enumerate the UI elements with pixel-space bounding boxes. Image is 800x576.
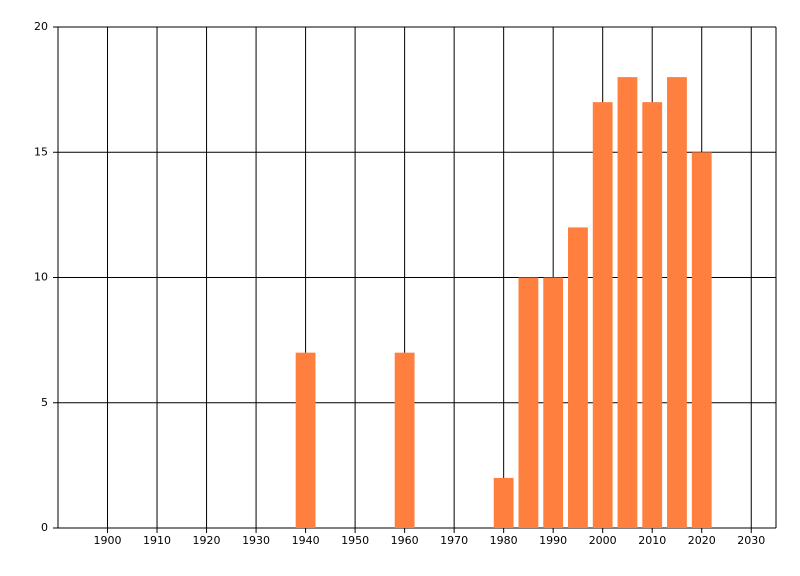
x-tick-label: 2020 — [688, 534, 716, 547]
x-tick-label: 1920 — [193, 534, 221, 547]
bar — [543, 277, 564, 528]
x-tick-label: 1940 — [292, 534, 320, 547]
x-tick-label: 2010 — [638, 534, 666, 547]
bar — [295, 352, 316, 528]
bar — [493, 477, 514, 528]
x-tick-label: 2030 — [737, 534, 765, 547]
bar — [691, 152, 712, 528]
bar — [518, 277, 539, 528]
x-tick-label: 1970 — [440, 534, 468, 547]
x-tick-label: 1930 — [242, 534, 270, 547]
y-tick-label: 20 — [34, 20, 48, 33]
y-tick-label: 15 — [34, 145, 48, 158]
x-tick-label: 1960 — [391, 534, 419, 547]
bar — [568, 227, 588, 528]
y-tick-label: 5 — [41, 396, 48, 409]
x-tick-label: 1990 — [539, 534, 567, 547]
bar — [617, 77, 638, 528]
x-tick-label: 1900 — [94, 534, 122, 547]
bar — [394, 352, 415, 528]
x-tick-label: 1910 — [143, 534, 171, 547]
bar — [592, 102, 613, 529]
x-tick-label: 1980 — [490, 534, 518, 547]
x-tick-label: 1950 — [341, 534, 369, 547]
bar — [642, 102, 663, 529]
bar — [667, 77, 687, 528]
y-tick-label: 10 — [34, 271, 48, 284]
x-tick-label: 2000 — [589, 534, 617, 547]
y-tick-label: 0 — [41, 521, 48, 534]
